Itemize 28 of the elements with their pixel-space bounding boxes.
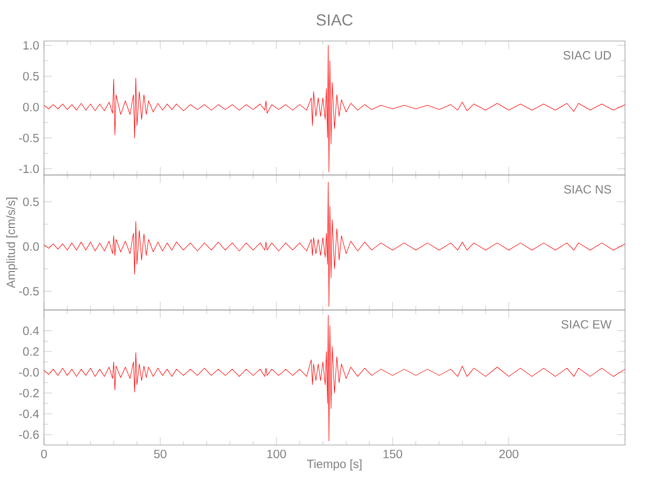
y-tick-label: -0.2 [19, 388, 39, 398]
annotation: SIAC NS [564, 185, 612, 194]
x-tick-label: 150 [384, 450, 402, 458]
x-axis-title: Tiempo [s] [306, 459, 362, 471]
y-tick-label: -0.4 [19, 410, 39, 418]
y-tick-label: -0.0 [19, 368, 39, 377]
y-axis-title: Amplitud [cm/s/s] [6, 198, 18, 288]
y-tick-label: -1.0 [19, 164, 39, 174]
chart-title: SIAC [316, 14, 353, 26]
x-tick-label: 200 [499, 450, 518, 458]
y-tick-label: 0.0 [23, 102, 39, 112]
y-tick-label: -0.5 [19, 134, 39, 142]
y-tick-label: -0.6 [19, 430, 39, 439]
annotation: SIAC EW [561, 320, 612, 329]
y-tick-label: 0.4 [23, 326, 39, 336]
x-tick-label: 100 [267, 450, 286, 458]
annotation: SIAC UD [563, 51, 611, 60]
line-series [44, 45, 626, 172]
y-tick-label: 0.0 [23, 242, 39, 251]
x-tick-label: 50 [154, 450, 166, 458]
y-tick-label: 0.5 [23, 198, 39, 206]
y-tick-label: 0.5 [23, 72, 39, 80]
y-tick-label: 0.2 [23, 347, 39, 356]
y-tick-label: 1.0 [24, 41, 39, 50]
line-series [44, 314, 626, 442]
line-series [44, 182, 626, 307]
x-tick-label: 0 [41, 450, 47, 458]
y-tick-label: -0.5 [19, 286, 39, 296]
